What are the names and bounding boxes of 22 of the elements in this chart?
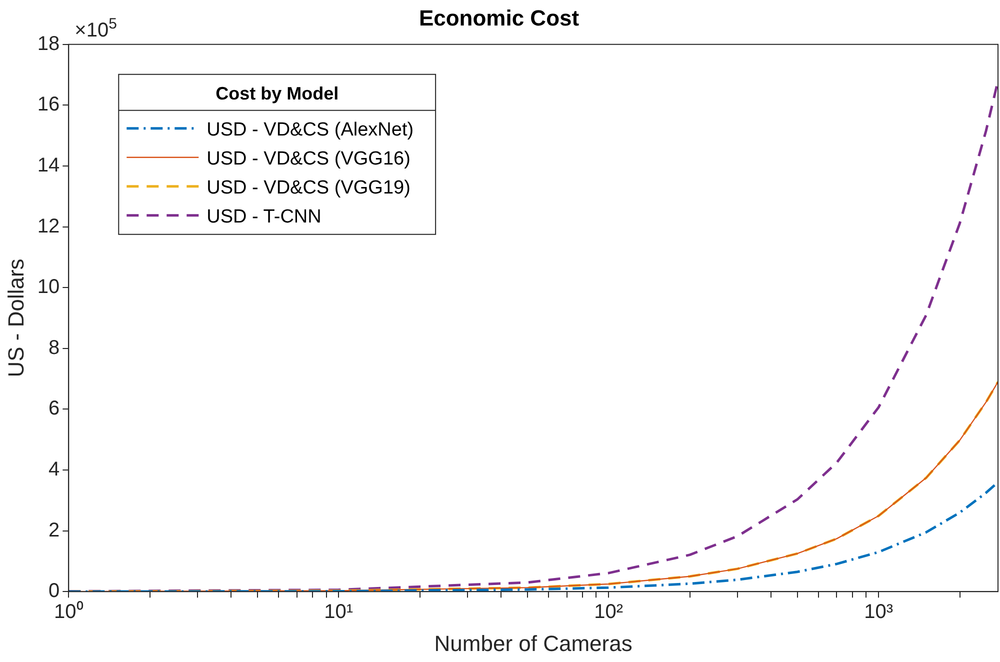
- x-tick-label: 10²: [594, 601, 624, 624]
- y-tick-label: 16: [37, 94, 60, 116]
- y-tick-label: 14: [37, 154, 60, 177]
- chart-title: Economic Cost: [418, 5, 580, 30]
- legend-title: Cost by Model: [216, 83, 339, 104]
- y-axis-title: US - Dollars: [3, 258, 28, 378]
- legend-label: USD - T-CNN: [206, 206, 322, 228]
- x-tick-label: 10¹: [324, 601, 354, 624]
- y-tick-label: 8: [48, 336, 60, 359]
- y-tick-label: 2: [48, 519, 60, 542]
- y-tick-label: 0: [48, 580, 60, 602]
- x-tick-label: 10⁰: [54, 600, 84, 624]
- y-tick-label: 10: [37, 276, 60, 298]
- y-tick-label: 6: [48, 398, 60, 420]
- x-axis-title: Number of Cameras: [434, 630, 632, 656]
- legend-label: USD - VD&CS (AlexNet): [206, 119, 414, 140]
- y-tick-label: 12: [37, 215, 60, 238]
- y-tick-label: 18: [37, 32, 60, 55]
- x-tick-label: 10³: [864, 601, 894, 624]
- y-tick-label: 4: [48, 458, 60, 481]
- legend-label: USD - VD&CS (VGG19): [206, 177, 410, 198]
- legend-label: USD - VD&CS (VGG16): [206, 148, 410, 170]
